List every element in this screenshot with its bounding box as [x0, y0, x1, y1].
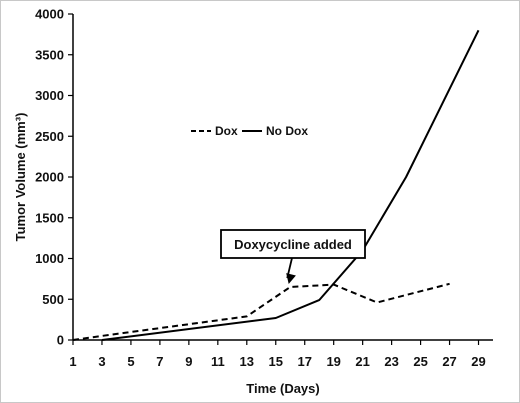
- legend-label-no-dox: No Dox: [266, 124, 308, 138]
- x-tick-label: 5: [127, 354, 134, 369]
- y-tick-label: 3500: [35, 47, 64, 62]
- x-tick-label: 25: [413, 354, 427, 369]
- y-axis: 0 500 1000 1500 2000 2500 3000 3500 4000: [35, 7, 74, 348]
- y-tick-label: 2500: [35, 129, 64, 144]
- x-axis-title: Time (Days): [246, 381, 319, 396]
- annotation-box: [220, 229, 366, 259]
- x-tick-label: 9: [185, 354, 192, 369]
- legend: Dox No Dox: [191, 124, 308, 138]
- y-tick-label: 3000: [35, 88, 64, 103]
- y-axis-title: Tumor Volume (mm³): [13, 113, 28, 242]
- y-tick-label: 4000: [35, 7, 64, 22]
- y-tick-label: 1500: [35, 210, 64, 225]
- x-tick-label: 23: [384, 354, 398, 369]
- x-tick-label: 21: [355, 354, 369, 369]
- annotation-arrowhead: [286, 273, 296, 284]
- series-line-dox: [72, 282, 450, 341]
- x-axis: 1 3 5 7 9 11 13 15 17 19 21 23 25 27 29: [69, 339, 493, 369]
- x-tick-label: 11: [211, 354, 225, 369]
- x-tick-label: 1: [69, 354, 76, 369]
- x-tick-label: 7: [156, 354, 163, 369]
- x-tick-label: 3: [98, 354, 105, 369]
- series-line-no-dox: [101, 29, 480, 341]
- y-tick-label: 0: [57, 333, 64, 348]
- y-tick-label: 2000: [35, 170, 64, 185]
- x-tick-label: 29: [471, 354, 485, 369]
- x-tick-label: 15: [269, 354, 283, 369]
- annotation-text: Doxycycline added: [234, 237, 352, 252]
- x-tick-label: 19: [326, 354, 340, 369]
- x-tick-label: 13: [240, 354, 254, 369]
- series-lines: [72, 29, 480, 341]
- y-tick-label: 500: [42, 292, 64, 307]
- legend-label-dox: Dox: [215, 124, 238, 138]
- annotation-callout: Doxycycline added: [220, 229, 366, 284]
- x-tick-label: 17: [297, 354, 311, 369]
- y-tick-label: 1000: [35, 251, 64, 266]
- x-tick-label: 27: [442, 354, 456, 369]
